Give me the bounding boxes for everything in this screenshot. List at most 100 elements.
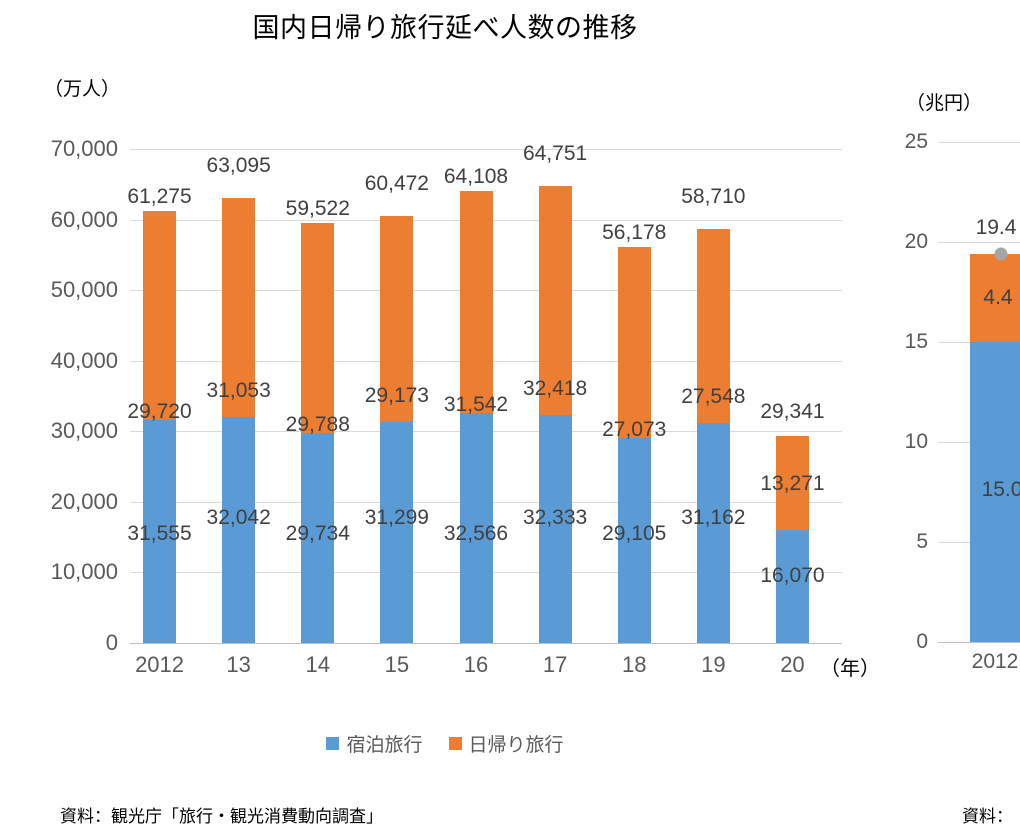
bar-daytrip-label: 31,542 bbox=[443, 393, 509, 417]
right-chart-y-tick: 10 bbox=[904, 430, 928, 453]
bar-daytrip-label: 31,053 bbox=[206, 378, 271, 402]
bar-column[interactable] bbox=[696, 228, 730, 643]
bar-segment-daytrip[interactable] bbox=[696, 228, 730, 424]
bar-lodging-label: 32,042 bbox=[206, 505, 271, 529]
left-chart-y-axis: 70,000 60,000 50,000 40,000 30,000 20,000 10,0… bbox=[0, 136, 118, 655]
right-chart-bar-segment-daytrip[interactable] bbox=[970, 254, 1020, 342]
left-chart-y-tick: 30,000 bbox=[50, 418, 118, 444]
right-chart-source-note: 資料： bbox=[962, 807, 1013, 826]
right-chart-y-tick: 15 bbox=[904, 330, 928, 353]
bar-lodging-label: 31,555 bbox=[127, 521, 192, 545]
bar-column[interactable] bbox=[775, 435, 809, 643]
right-chart-y-tick: 5 bbox=[916, 530, 928, 553]
bar-daytrip-label: 27,073 bbox=[602, 417, 667, 441]
bar-daytrip-label: 13,271 bbox=[760, 472, 825, 496]
bar-total-label: 56,178 bbox=[602, 220, 667, 244]
left-chart-x-tick: 17 bbox=[542, 652, 568, 677]
bar-segment-lodging[interactable] bbox=[775, 529, 809, 643]
bar-segment-lodging[interactable] bbox=[143, 420, 177, 643]
right-chart-total-label: 19.4 bbox=[975, 216, 1017, 239]
right-chart-y-tick: 25 bbox=[904, 130, 928, 153]
bar-total-label: 58,710 bbox=[681, 184, 746, 208]
bar-segment-daytrip[interactable] bbox=[143, 210, 177, 421]
bar-lodging-label: 29,105 bbox=[602, 521, 667, 545]
bar-total-label: 29,341 bbox=[760, 399, 825, 423]
left-chart-x-tick: 13 bbox=[226, 652, 251, 677]
bar-total-label: 63,095 bbox=[206, 153, 271, 177]
legend-item[interactable]: 宿泊旅行 bbox=[326, 730, 423, 757]
bar-column[interactable] bbox=[380, 216, 414, 643]
legend-item[interactable]: 日帰り旅行 bbox=[448, 730, 564, 757]
right-chart-bar-segment-lodging[interactable] bbox=[970, 342, 1020, 642]
bar-segment-lodging[interactable] bbox=[459, 413, 493, 643]
bar-lodging-label: 32,566 bbox=[443, 521, 509, 545]
left-chart-x-tick: 19 bbox=[701, 652, 726, 677]
bar-column[interactable] bbox=[459, 190, 493, 643]
bar-daytrip-label: 29,788 bbox=[285, 413, 350, 437]
left-chart-y-tick: 40,000 bbox=[50, 347, 118, 373]
bar-segment-daytrip[interactable] bbox=[538, 186, 572, 415]
legend: 宿泊旅行 日帰り旅行 bbox=[0, 730, 890, 757]
right-chart-y-axis: 25 20 15 10 5 0 bbox=[880, 130, 928, 653]
right-chart-plot-area: 19.4 4.4 15.0 bbox=[938, 142, 1020, 643]
bar-segment-daytrip[interactable] bbox=[301, 222, 335, 434]
bar-segment-lodging[interactable] bbox=[696, 423, 730, 643]
right-chart-gridline bbox=[938, 142, 1020, 143]
bar-segment-daytrip[interactable] bbox=[222, 197, 256, 417]
right-chart-bar-column[interactable] bbox=[970, 254, 1020, 642]
bar-segment-lodging[interactable] bbox=[617, 437, 651, 643]
left-chart-axis-line bbox=[130, 643, 842, 644]
bar-column[interactable] bbox=[143, 210, 177, 643]
left-chart-y-tick: 10,000 bbox=[50, 559, 118, 585]
right-chart-gridline bbox=[938, 242, 1020, 243]
bar-segment-lodging[interactable] bbox=[222, 416, 256, 643]
legend-label: 宿泊旅行 bbox=[346, 735, 423, 756]
left-chart-plot-area: 61,275 29,720 31,555 63,095 31,053 32,042 59,5… bbox=[127, 142, 842, 644]
bar-lodging-label: 29,734 bbox=[285, 521, 350, 545]
left-chart-gridline bbox=[130, 149, 842, 150]
right-chart-daytrip-label: 4.4 bbox=[983, 286, 1013, 309]
bar-segment-daytrip[interactable] bbox=[459, 190, 493, 414]
bar-daytrip-label: 27,548 bbox=[681, 385, 746, 409]
bar-segment-daytrip[interactable] bbox=[617, 246, 651, 438]
bar-segment-daytrip[interactable] bbox=[380, 216, 414, 423]
left-chart-y-tick: 60,000 bbox=[50, 206, 118, 232]
bar-total-label: 61,275 bbox=[127, 184, 192, 208]
right-chart-axis-line bbox=[938, 642, 1020, 643]
legend-label: 日帰り旅行 bbox=[468, 735, 564, 756]
bar-daytrip-label: 29,173 bbox=[364, 384, 429, 408]
left-chart-y-tick: 70,000 bbox=[50, 136, 118, 161]
bar-daytrip-label: 29,720 bbox=[127, 400, 192, 424]
legend-swatch-icon bbox=[448, 737, 462, 750]
bar-lodging-label: 31,162 bbox=[681, 505, 746, 529]
left-chart-y-unit-label: （万人） bbox=[44, 79, 121, 100]
bar-segment-lodging[interactable] bbox=[380, 422, 414, 643]
bar-column[interactable] bbox=[301, 222, 335, 643]
bar-total-label: 64,108 bbox=[443, 164, 509, 188]
bar-column[interactable] bbox=[538, 186, 572, 643]
right-chart-marker-dot bbox=[994, 247, 1008, 261]
left-chart-x-tick: 20 bbox=[780, 652, 805, 677]
bar-segment-daytrip[interactable] bbox=[775, 435, 809, 530]
bar-lodging-label: 16,070 bbox=[760, 563, 825, 587]
left-chart-x-tick: 18 bbox=[621, 652, 647, 677]
bar-total-label: 64,751 bbox=[522, 142, 588, 166]
bar-total-label: 59,522 bbox=[285, 196, 350, 220]
right-chart-y-unit-label: （兆円） bbox=[906, 93, 983, 114]
bar-column[interactable] bbox=[617, 246, 651, 643]
bar-column[interactable] bbox=[222, 197, 256, 643]
left-chart-x-tick: 2012 bbox=[135, 652, 185, 677]
bar-lodging-label: 31,299 bbox=[364, 505, 429, 529]
bar-total-label: 60,472 bbox=[364, 172, 429, 196]
bar-segment-lodging[interactable] bbox=[301, 433, 335, 643]
left-chart-x-unit-label: （年） bbox=[820, 658, 880, 680]
bar-lodging-label: 32,333 bbox=[522, 505, 588, 529]
left-chart-y-tick: 20,000 bbox=[50, 488, 118, 514]
left-chart-y-tick: 50,000 bbox=[50, 277, 118, 303]
left-chart-y-tick: 0 bbox=[105, 630, 118, 655]
left-chart-x-tick: 15 bbox=[384, 652, 410, 677]
bar-segment-lodging[interactable] bbox=[538, 414, 572, 643]
right-chart-lodging-label: 15.0 bbox=[981, 478, 1020, 501]
left-chart-x-tick: 16 bbox=[463, 652, 489, 677]
bar-daytrip-label: 32,418 bbox=[522, 376, 588, 400]
